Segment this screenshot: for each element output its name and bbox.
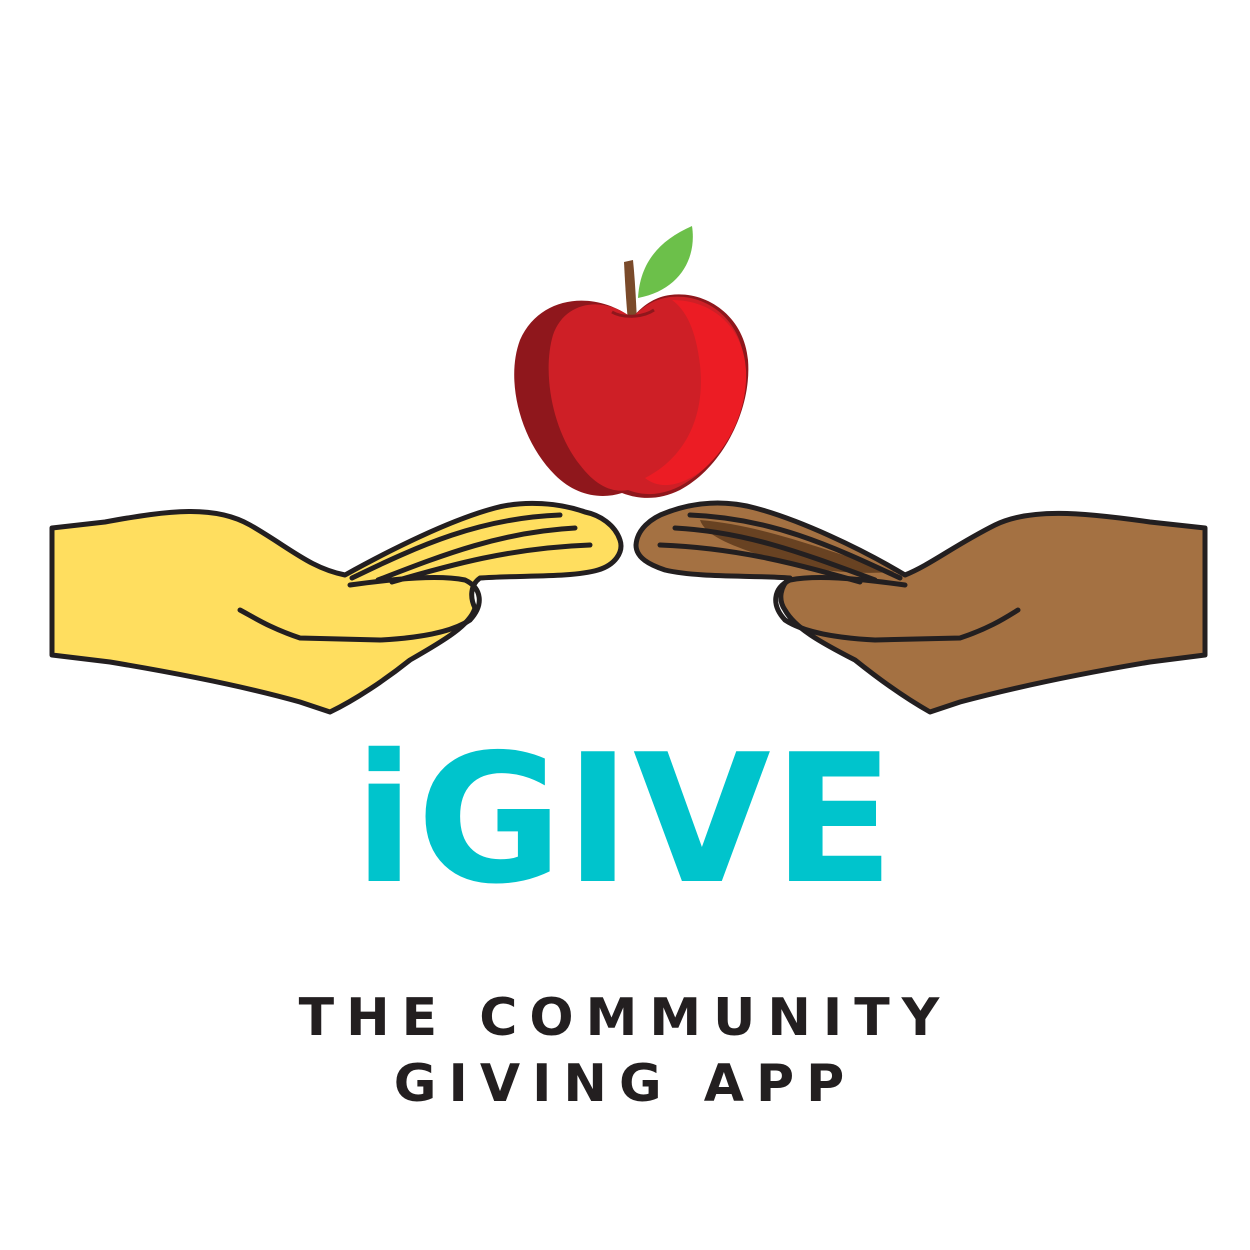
open-hand-yellow-icon	[49, 500, 624, 715]
tagline-line-1: THE COMMUNITY	[298, 988, 952, 1048]
open-hand-brown-icon	[633, 500, 1208, 715]
apple-icon	[514, 226, 749, 498]
logo-illustration	[49, 226, 1208, 715]
tagline: THE COMMUNITY GIVING APP	[0, 985, 1250, 1117]
brand-wordmark: iGIVE	[353, 716, 897, 923]
tagline-line-2: GIVING APP	[393, 1054, 857, 1114]
